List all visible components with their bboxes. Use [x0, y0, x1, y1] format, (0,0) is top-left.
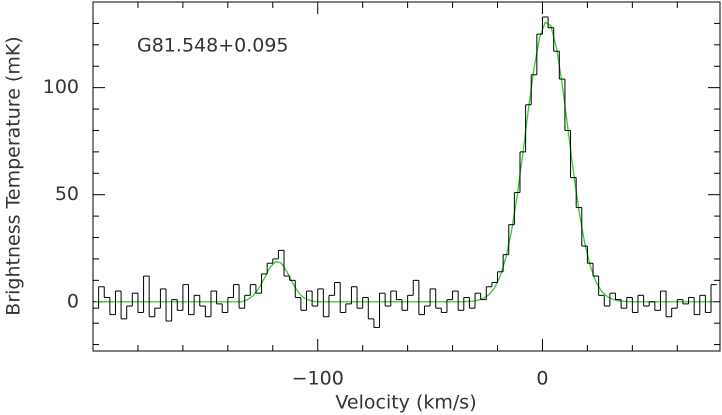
y-tick-label: 50	[55, 183, 79, 205]
x-tick-label: 0	[536, 368, 548, 390]
fit-line	[95, 21, 714, 303]
y-tick-label: 100	[43, 76, 79, 98]
annotation: G81.548+0.095	[137, 35, 289, 57]
x-tick-label: −100	[292, 368, 344, 390]
y-tick-label: 0	[67, 290, 79, 312]
step-riser	[98, 16, 712, 328]
y-axis-label: Brightness Temperature (mK)	[3, 36, 25, 315]
x-axis-label: Velocity (km/s)	[335, 392, 476, 414]
plot-frame	[92, 1, 721, 352]
